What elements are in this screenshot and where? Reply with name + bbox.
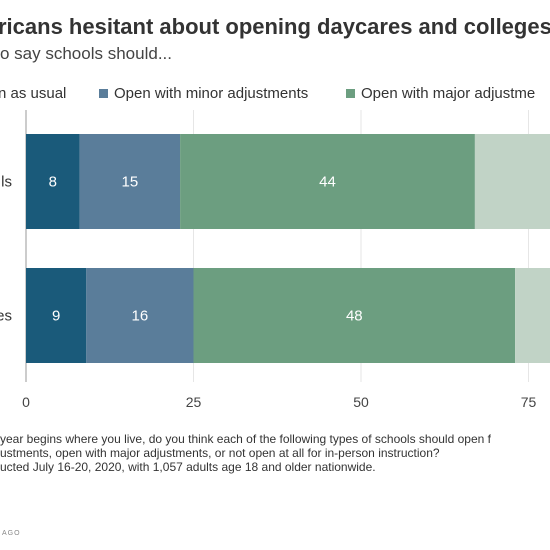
x-tick-label: 0 (22, 394, 30, 410)
notes-line-3: ucted July 16-20, 2020, with 1,057 adult… (0, 460, 376, 474)
legend-label-major: Open with major adjustme (361, 85, 536, 102)
chart-title: ricans hesitant about opening daycares a… (0, 14, 550, 39)
legend-item-as-usual: n as usual (0, 85, 66, 102)
notes-line-2: ustments, open with major adjustments, o… (0, 446, 440, 460)
data-label: 8 (49, 174, 57, 191)
category-label: ls (1, 174, 12, 191)
chart-subtitle: o say schools should... (0, 44, 172, 63)
data-label: 15 (122, 174, 139, 191)
legend-item-minor: Open with minor adjustments (99, 85, 308, 102)
bar-segment (79, 134, 181, 229)
x-tick-label: 75 (521, 394, 537, 410)
bar-segment (26, 134, 80, 229)
stacked-bar-chart: 8 15 44 ls 9 16 48 es 0 25 50 75 (0, 110, 550, 410)
data-label: 44 (319, 174, 336, 191)
category-label: es (0, 308, 12, 325)
x-tick-label: 50 (353, 394, 369, 410)
legend-swatch-minor (99, 89, 108, 98)
bar-segment (86, 268, 194, 363)
bar-segment (180, 134, 475, 229)
bar-segment (26, 268, 87, 363)
x-tick-label: 25 (186, 394, 202, 410)
legend-label-as-usual: n as usual (0, 85, 67, 102)
chart-notes: year begins where you live, do you think… (0, 432, 550, 474)
data-label: 16 (132, 308, 149, 325)
bar-segment (515, 268, 550, 363)
source-logo: AGO (2, 530, 21, 537)
legend-swatch-major (346, 89, 355, 98)
legend-item-major: Open with major adjustme (346, 85, 535, 102)
data-label: 9 (52, 308, 60, 325)
bar-segment (193, 268, 516, 363)
notes-line-1: year begins where you live, do you think… (0, 432, 491, 446)
bar-segment (474, 134, 550, 229)
data-label: 48 (346, 308, 363, 325)
legend-label-minor: Open with minor adjustments (114, 85, 309, 102)
